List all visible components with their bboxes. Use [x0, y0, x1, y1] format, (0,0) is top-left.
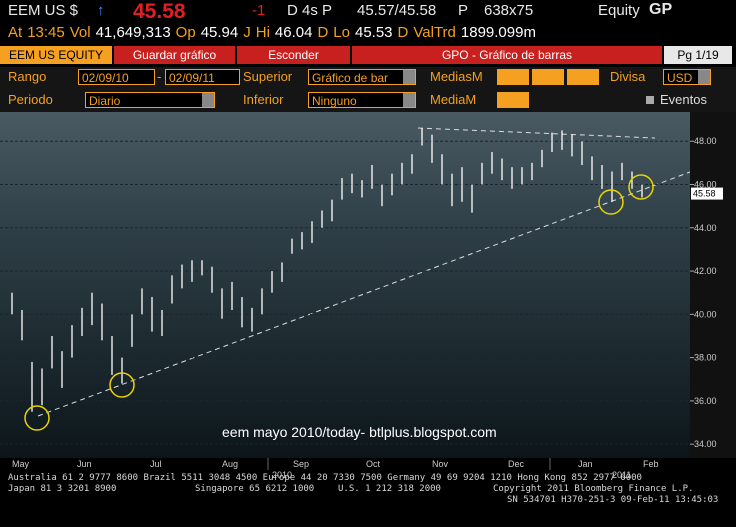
- quote-bar: At 13:45 Vol 41,649,313 Op 45.94 J Hi 46.04 D Lo 45…: [8, 24, 536, 41]
- price-change: -1: [252, 2, 266, 19]
- x-tick-label: Jan: [578, 459, 593, 469]
- footer-line: Japan 81 3 3201 8900: [8, 484, 117, 494]
- date-input[interactable]: 02/09/11: [165, 69, 240, 85]
- dropdown[interactable]: Diario: [85, 92, 215, 108]
- highlight-circle: [628, 174, 654, 200]
- footer-line: Singapore 65 6212 1000: [195, 484, 315, 494]
- tab[interactable]: Pg 1/19: [664, 46, 732, 64]
- input-box[interactable]: [532, 69, 564, 85]
- footer-line: Copyright 2011 Bloomberg Finance L.P.: [493, 484, 694, 494]
- tab[interactable]: Esconder: [237, 46, 350, 64]
- quote-field: 45.94: [200, 24, 239, 41]
- market: Equity: [598, 2, 640, 19]
- y-tick-label: 36.00: [694, 396, 717, 406]
- x-tick-label: Feb: [643, 459, 659, 469]
- quote-field: D: [397, 24, 409, 41]
- axis-background: [690, 112, 736, 458]
- year-label: 2010: [272, 470, 292, 480]
- quote-field: 46.04: [274, 24, 313, 41]
- resistance-trendline: [417, 127, 656, 139]
- year-label: 2011: [612, 470, 631, 480]
- last-price-label: 45.58: [693, 189, 716, 199]
- quote-field: 41,649,313: [95, 24, 171, 41]
- label: MediaM: [430, 92, 477, 107]
- quote-field: At: [8, 24, 23, 41]
- y-tick-label: 48.00: [694, 136, 717, 146]
- x-tick-label: Aug: [222, 459, 238, 469]
- quote-field: Vol: [69, 24, 91, 41]
- label: MediasM: [430, 69, 483, 84]
- highlight-circle: [24, 405, 50, 431]
- tab[interactable]: EEM US EQUITY: [0, 46, 112, 64]
- up-arrow: ↑: [97, 2, 105, 19]
- x-tick-label: Sep: [293, 459, 309, 469]
- p-flag: P: [458, 2, 469, 19]
- plot-background: [0, 112, 690, 458]
- input-box[interactable]: [567, 69, 599, 85]
- input-box[interactable]: [497, 69, 529, 85]
- highlight-circle: [598, 189, 624, 215]
- footer-line: Australia 61 2 9777 8600 Brazil 5511 304…: [8, 473, 642, 483]
- highlight-circle: [109, 372, 135, 398]
- y-tick-label: 34.00: [694, 439, 717, 449]
- quote-field: 1899.099m: [460, 24, 536, 41]
- quote-field: 45.53: [354, 24, 393, 41]
- quote-field: Op: [175, 24, 196, 41]
- label: Superior: [243, 69, 293, 84]
- x-tick-label: Nov: [432, 459, 449, 469]
- quote-field: Hi: [255, 24, 270, 41]
- y-tick-label: 44.00: [694, 223, 717, 233]
- function-code: GP: [649, 1, 673, 18]
- quote-field: 13:45: [27, 24, 65, 41]
- chart-annotation: eem mayo 2010/today- btlplus.blogspot.co…: [222, 424, 497, 440]
- y-tick-label: 38.00: [694, 353, 717, 363]
- bid-ask: 45.57/45.58: [357, 2, 437, 19]
- label: -: [157, 69, 162, 84]
- quote-field: ValTrd: [413, 24, 456, 41]
- tab[interactable]: Guardar gráfico: [114, 46, 235, 64]
- checkbox[interactable]: [646, 96, 654, 104]
- footer-line: SN 534701 H370-251-3 09-Feb-11 13:45:03: [507, 495, 719, 505]
- dropdown[interactable]: USD: [663, 69, 711, 85]
- support-trendline: [37, 171, 691, 417]
- x-tick-label: May: [12, 459, 30, 469]
- label: Rango: [8, 69, 47, 84]
- last-price: 45.58: [133, 0, 186, 23]
- quote-field: Lo: [333, 24, 350, 41]
- y-tick-label: 46.00: [694, 179, 717, 189]
- label: Periodo: [8, 92, 53, 107]
- date-input[interactable]: 02/09/10: [78, 69, 155, 85]
- dropdown[interactable]: Gráfico de bar: [308, 69, 416, 85]
- label: Eventos: [660, 92, 707, 107]
- x-tick-label: Dec: [508, 459, 525, 469]
- y-tick-label: 40.00: [694, 309, 717, 319]
- ticker: EEM US $: [8, 2, 79, 19]
- size: 638x75: [484, 2, 534, 19]
- label: Inferior: [243, 92, 284, 107]
- y-tick-label: 42.00: [694, 266, 717, 276]
- delay-flag: D 4s P: [287, 2, 333, 19]
- x-tick-label: Jul: [150, 459, 162, 469]
- input-box[interactable]: [497, 92, 529, 108]
- quote-field: J: [243, 24, 251, 41]
- last-price-box: [691, 187, 723, 200]
- tab: GPO - Gráfico de barras: [352, 46, 662, 64]
- x-tick-label: Oct: [366, 459, 381, 469]
- label: Divisa: [610, 69, 646, 84]
- dropdown[interactable]: Ninguno: [308, 92, 416, 108]
- x-tick-label: Jun: [77, 459, 92, 469]
- footer-line: U.S. 1 212 318 2000: [338, 484, 441, 494]
- quote-field: D: [317, 24, 329, 41]
